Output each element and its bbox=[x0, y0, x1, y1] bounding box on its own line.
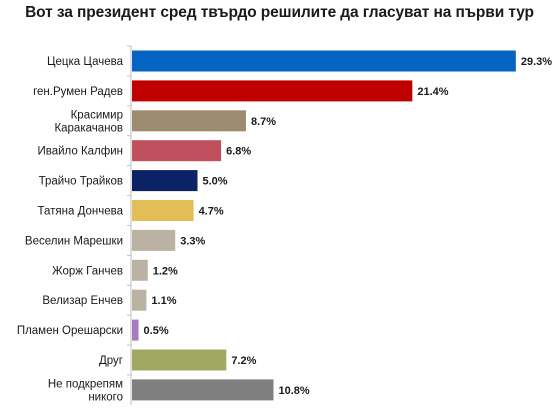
category-label: Жорж Ганчев bbox=[52, 265, 123, 277]
bar-value-label: 29.3% bbox=[521, 56, 552, 68]
category-label: Красимир Каракачанов bbox=[54, 109, 123, 134]
bar bbox=[132, 349, 227, 371]
bar-value-label: 6.8% bbox=[226, 146, 251, 158]
bar bbox=[132, 80, 413, 102]
category-label: Друг bbox=[99, 355, 123, 367]
category-label: Ивайло Калфин bbox=[37, 146, 123, 158]
category-label-line: Ивайло Калфин bbox=[37, 146, 123, 158]
chart-title: Вот за президент сред твърдо решилите да… bbox=[25, 4, 534, 21]
category-label: Цецка Цачева bbox=[47, 56, 124, 68]
bar-value-label: 21.4% bbox=[417, 86, 448, 98]
bars-layer: 29.3% Цецка Цачева 21.4% ген.Румен Радев 8.7… bbox=[17, 45, 552, 405]
category-label-line: Красимир bbox=[71, 109, 123, 121]
category-label-line: Друг bbox=[99, 355, 123, 367]
bar-value-label: 1.1% bbox=[151, 295, 176, 307]
category-label: Веселин Марешки bbox=[25, 235, 123, 247]
category-label-line: Трайчо Трайков bbox=[39, 176, 123, 188]
bar bbox=[132, 140, 222, 162]
category-label: Не подкрепям никого bbox=[48, 378, 123, 403]
category-label: Трайчо Трайков bbox=[39, 176, 123, 188]
bar bbox=[132, 229, 176, 251]
category-label: Велизар Енчев bbox=[42, 295, 123, 307]
bar-value-label: 4.7% bbox=[199, 206, 224, 218]
bar-value-label: 3.3% bbox=[180, 235, 205, 247]
category-label: Пламен Орешарски bbox=[17, 325, 123, 337]
category-label: Татяна Дончева bbox=[37, 206, 123, 218]
bar-value-label: 10.8% bbox=[278, 385, 309, 397]
bar-value-label: 5.0% bbox=[203, 176, 228, 188]
bar bbox=[132, 50, 516, 72]
bar-value-label: 8.7% bbox=[251, 116, 276, 128]
bar bbox=[132, 379, 274, 401]
category-label-line: ген.Румен Радев bbox=[33, 86, 123, 98]
category-label-line: Жорж Ганчев bbox=[52, 265, 123, 277]
category-label-line: Не подкрепям bbox=[48, 378, 123, 390]
bar bbox=[132, 110, 246, 132]
category-label-line: Татяна Дончева bbox=[37, 206, 123, 218]
category-label-line: Веселин Марешки bbox=[25, 235, 123, 247]
bar-value-label: 1.2% bbox=[153, 265, 178, 277]
bar bbox=[132, 200, 194, 221]
category-label-line: Цецка Цачева bbox=[47, 56, 124, 68]
bar bbox=[132, 319, 139, 341]
category-label: ген.Румен Радев bbox=[33, 86, 123, 98]
bar-value-label: 7.2% bbox=[231, 355, 256, 367]
category-label-line: Каракачанов bbox=[54, 122, 123, 134]
bar bbox=[132, 289, 147, 311]
category-label-line: Пламен Орешарски bbox=[17, 325, 123, 337]
bar-value-label: 0.5% bbox=[144, 325, 169, 337]
bar bbox=[132, 259, 148, 281]
bar bbox=[132, 170, 198, 192]
category-label-line: Велизар Енчев bbox=[42, 295, 123, 307]
category-label-line: никого bbox=[88, 391, 123, 403]
